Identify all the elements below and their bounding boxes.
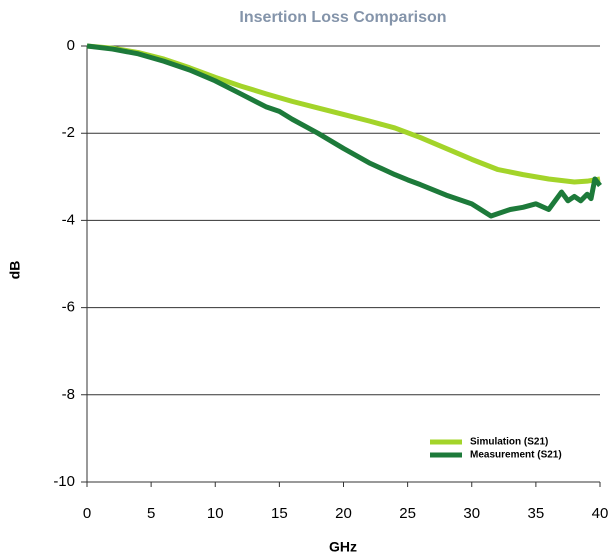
- x-axis-label: GHz: [329, 539, 357, 555]
- series-line: [86, 43, 602, 219]
- x-tick-label: 40: [592, 505, 609, 522]
- legend-label: Measurement (S21): [470, 450, 562, 461]
- y-tick-label: -6: [62, 299, 75, 316]
- x-tick-label: 15: [271, 505, 288, 522]
- y-axis-label: dB: [7, 261, 23, 280]
- series-line: [86, 43, 601, 185]
- x-tick-label: 0: [83, 505, 91, 522]
- x-tick-label: 5: [147, 505, 155, 522]
- chart-title: Insertion Loss Comparison: [239, 9, 446, 26]
- y-tick-label: -8: [62, 386, 75, 403]
- x-tick-label: 10: [207, 505, 224, 522]
- y-tick-label: -10: [53, 473, 75, 490]
- legend-label: Simulation (S21): [470, 437, 548, 448]
- y-tick-label: -2: [62, 124, 75, 141]
- y-tick-label: -4: [62, 211, 75, 228]
- x-tick-label: 30: [463, 505, 480, 522]
- x-tick-label: 20: [335, 505, 352, 522]
- y-tick-label: 0: [67, 37, 75, 54]
- x-tick-label: 35: [528, 505, 545, 522]
- x-tick-label: 25: [399, 505, 416, 522]
